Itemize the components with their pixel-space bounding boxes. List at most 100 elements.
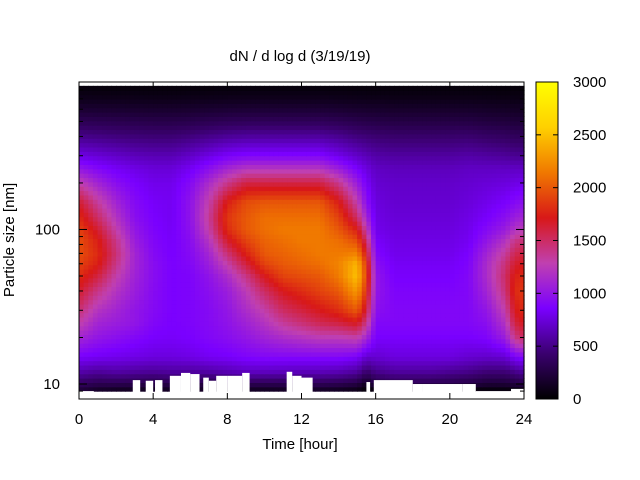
heatmap-cell	[102, 268, 108, 274]
heatmap-cell	[231, 334, 238, 340]
heatmap-cell	[505, 299, 511, 305]
heatmap-cell	[204, 303, 210, 309]
heatmap-cell	[394, 303, 400, 309]
heatmap-cell	[227, 234, 233, 240]
heatmap-cell	[250, 369, 256, 375]
heatmap-cell	[88, 356, 94, 362]
heatmap-cell	[500, 295, 507, 301]
heatmap-cell	[218, 364, 224, 370]
heatmap-cell	[259, 186, 266, 192]
heatmap-cell	[143, 338, 150, 344]
heatmap-cell	[157, 212, 164, 218]
heatmap-cell	[153, 286, 159, 292]
heatmap-cell	[352, 360, 358, 366]
heatmap-cell	[454, 216, 460, 222]
heatmap-cell	[102, 251, 108, 257]
heatmap-cell	[389, 273, 395, 279]
heatmap-cell	[296, 194, 303, 200]
heatmap-cell	[333, 264, 340, 270]
heatmap-cell	[435, 321, 442, 327]
heatmap-cell	[153, 312, 159, 318]
heatmap-cell	[384, 373, 391, 379]
heatmap-cell	[384, 330, 391, 335]
heatmap-cell	[190, 321, 196, 327]
heatmap-cell	[459, 212, 465, 218]
heatmap-cell	[218, 234, 224, 240]
heatmap-cell	[486, 338, 493, 344]
heatmap-cell	[208, 369, 215, 375]
heatmap-cell	[111, 386, 117, 392]
heatmap-cell	[380, 347, 386, 353]
heatmap-cell	[496, 312, 502, 318]
heatmap-cell	[477, 247, 483, 253]
heatmap-cell	[371, 295, 377, 301]
heatmap-cell	[83, 238, 89, 244]
heatmap-cell	[143, 251, 150, 257]
heatmap-cell	[116, 199, 122, 205]
heatmap-cell	[157, 268, 164, 274]
heatmap-cell	[361, 173, 367, 179]
heatmap-cell	[412, 177, 418, 183]
heatmap-cell	[199, 351, 205, 357]
heatmap-cell	[292, 290, 298, 296]
heatmap-cell	[292, 347, 298, 353]
heatmap-cell	[389, 190, 395, 196]
heatmap-cell	[208, 207, 215, 213]
heatmap-cell	[250, 190, 256, 196]
heatmap-cell	[320, 264, 326, 270]
heatmap-cell	[148, 225, 154, 231]
heatmap-cell	[125, 299, 131, 305]
heatmap-cell	[417, 203, 423, 209]
heatmap-cell	[241, 164, 247, 170]
heatmap-cell	[269, 286, 275, 292]
heatmap-cell	[190, 225, 196, 231]
heatmap-cell	[148, 373, 154, 379]
heatmap-cell	[180, 347, 187, 353]
heatmap-cell	[347, 225, 354, 231]
heatmap-cell	[120, 207, 126, 213]
heatmap-cell	[255, 351, 261, 357]
heatmap-cell	[92, 356, 99, 362]
heatmap-cell	[296, 364, 303, 370]
heatmap-cell	[454, 373, 460, 379]
heatmap-cell	[97, 382, 103, 388]
heatmap-cell	[255, 364, 261, 370]
heatmap-cell	[519, 181, 525, 187]
heatmap-cell	[269, 229, 275, 235]
heatmap-cell	[375, 351, 381, 357]
heatmap-cell	[120, 290, 126, 296]
heatmap-cell	[343, 216, 349, 222]
heatmap-cell	[357, 177, 363, 183]
heatmap-cell	[445, 177, 451, 183]
heatmap-cell	[500, 277, 507, 283]
heatmap-cell	[222, 312, 228, 318]
heatmap-cell	[310, 190, 317, 196]
heatmap-cell	[255, 277, 261, 283]
heatmap-cell	[92, 330, 99, 335]
heatmap-cell	[245, 286, 252, 292]
heatmap-cell	[380, 234, 386, 240]
heatmap-cell	[139, 242, 145, 248]
heatmap-cell	[227, 321, 233, 327]
heatmap-cell	[505, 378, 511, 383]
heatmap-cell	[306, 177, 312, 183]
heatmap-cell	[148, 295, 154, 301]
heatmap-cell	[92, 277, 99, 283]
heatmap-cell	[236, 194, 242, 200]
heatmap-cell	[310, 242, 317, 248]
heatmap-cell	[199, 173, 205, 179]
heatmap-cell	[106, 378, 113, 383]
heatmap-cell	[282, 343, 289, 349]
heatmap-cell	[315, 264, 321, 270]
heatmap-cell	[510, 207, 516, 213]
heatmap-cell	[329, 173, 335, 179]
heatmap-cell	[486, 177, 493, 183]
heatmap-cell	[227, 238, 233, 244]
heatmap-cell	[403, 181, 409, 187]
heatmap-cell	[333, 177, 340, 183]
heatmap-cell	[222, 203, 228, 209]
heatmap-cell	[361, 356, 367, 362]
heatmap-cell	[102, 199, 108, 205]
heatmap-cell	[519, 295, 525, 301]
heatmap-cell	[338, 373, 344, 379]
